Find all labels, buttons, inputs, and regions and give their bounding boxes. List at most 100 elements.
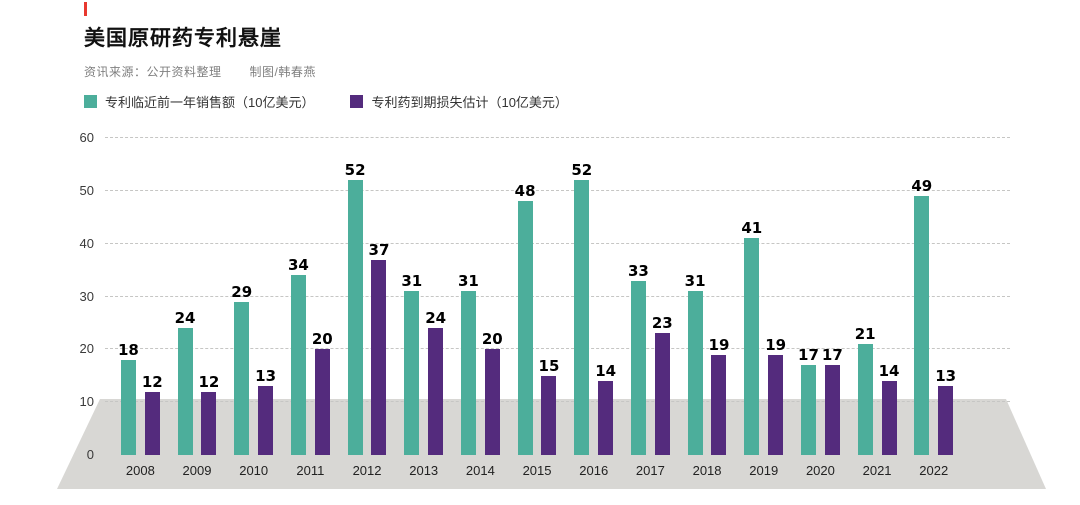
year-group: 21 14 (849, 120, 906, 455)
bar-value-label: 12 (141, 372, 163, 391)
bar-with-label: 15 (538, 356, 560, 455)
bar-with-label: 19 (708, 335, 730, 455)
bar (800, 365, 816, 455)
x-tick-label: 2008 (125, 463, 155, 478)
y-tick-label: 30 (79, 288, 94, 304)
year-group: 34 20 (282, 120, 339, 455)
bar (938, 386, 954, 455)
bar (201, 391, 217, 455)
bar-value-label: 33 (628, 261, 649, 280)
legend-swatch (350, 95, 364, 108)
bar-value-label: 19 (708, 335, 730, 354)
year-group: 52 14 (565, 120, 622, 455)
x-tick-label: 2015 (522, 463, 552, 478)
red-accent-mark (84, 2, 87, 16)
legend-item: 专利药到期损失估计（10亿美元） (350, 92, 568, 111)
bar-with-label: 18 (118, 342, 139, 455)
year-group: 31 24 (395, 120, 452, 455)
y-tick-label: 20 (79, 341, 94, 357)
bar-with-label: 21 (855, 326, 876, 455)
bar-value-label: 15 (538, 356, 560, 375)
x-tick-label: 2016 (579, 463, 609, 478)
x-tick-label: 2019 (749, 463, 779, 478)
bar-with-label: 31 (401, 273, 422, 455)
bar (428, 328, 444, 455)
bar (290, 275, 306, 455)
bar-value-label: 41 (741, 219, 763, 238)
y-tick-label: 40 (79, 235, 94, 251)
chart-legend: 专利临近前一年销售额（10亿美元） 专利药到期损失估计（10亿美元） (84, 92, 568, 111)
bar-value-label: 24 (425, 309, 447, 328)
bar (744, 238, 760, 455)
bar-value-label: 20 (481, 330, 503, 349)
bar-value-label: 29 (231, 282, 253, 301)
bar (314, 349, 330, 455)
bar-with-label: 29 (231, 284, 252, 455)
bar-value-label: 48 (514, 182, 536, 201)
x-tick-label: 2011 (296, 463, 325, 478)
bar (881, 381, 897, 455)
bar (404, 291, 420, 455)
bar-value-label: 14 (878, 362, 900, 381)
bar-with-label: 17 (822, 347, 843, 455)
year-group: 29 13 (225, 120, 282, 455)
bar-value-label: 31 (684, 272, 706, 291)
x-tick-label: 2022 (919, 463, 949, 478)
gridlines (105, 137, 1010, 455)
bar-groups: 18 12 24 12 29 13 34 20 52 37 31 24 31 20 48 15 52 14 33 23… (112, 120, 962, 455)
bar (914, 196, 930, 455)
legend-swatch (84, 95, 97, 108)
y-tick-label: 0 (86, 447, 94, 462)
gridline (105, 189, 1010, 191)
bar (144, 391, 160, 455)
bar (371, 259, 387, 455)
x-tick-label: 2018 (692, 463, 722, 478)
bar-value-label: 12 (198, 372, 220, 391)
x-tick-label: 2014 (465, 463, 495, 478)
x-tick-label: 2020 (805, 463, 835, 478)
year-group: 48 15 (509, 120, 566, 455)
bar (857, 344, 873, 455)
x-tick-label: 2009 (182, 463, 212, 478)
bar-value-label: 13 (935, 367, 957, 386)
bar-with-label: 52 (345, 162, 366, 455)
year-group: 33 23 (622, 120, 679, 455)
legend-label: 专利药到期损失估计（10亿美元） (371, 95, 568, 110)
gridline (105, 242, 1010, 244)
x-tick-label: 2021 (862, 463, 892, 478)
bar-with-label: 12 (198, 372, 220, 455)
bar-value-label: 52 (344, 161, 366, 180)
year-group: 24 12 (169, 120, 226, 455)
bar-with-label: 19 (765, 337, 786, 455)
y-tick-label: 60 (79, 130, 94, 145)
bar (574, 180, 590, 455)
year-group: 31 19 (679, 120, 736, 455)
bar (484, 349, 500, 455)
bar-with-label: 13 (255, 368, 276, 455)
gridline (105, 295, 1010, 297)
bar (654, 333, 670, 455)
gridline (105, 348, 1010, 350)
y-tick-label: 50 (79, 182, 94, 198)
bar-value-label: 31 (457, 272, 479, 291)
bar-with-label: 20 (482, 331, 503, 455)
bar-value-label: 20 (311, 330, 333, 349)
bar-with-label: 14 (878, 362, 900, 455)
bar-value-label: 19 (765, 335, 787, 354)
x-tick-label: 2012 (352, 463, 382, 478)
gridline (105, 137, 1010, 138)
bar-value-label: 52 (571, 161, 593, 180)
x-tick-label: 2010 (239, 463, 269, 478)
bar (234, 301, 250, 455)
source-row: 资讯来源：公开资料整理 制图/韩春燕 (84, 63, 316, 80)
bar (460, 291, 476, 455)
year-group: 17 17 (792, 120, 849, 455)
bar (630, 280, 646, 455)
bar-value-label: 37 (368, 240, 390, 259)
bar-with-label: 49 (911, 178, 932, 455)
bar-with-label: 52 (571, 162, 592, 455)
bar-value-label: 13 (255, 367, 277, 386)
year-group: 52 37 (339, 120, 396, 455)
bar-with-label: 41 (741, 220, 762, 455)
x-tick-label: 2013 (409, 463, 439, 478)
